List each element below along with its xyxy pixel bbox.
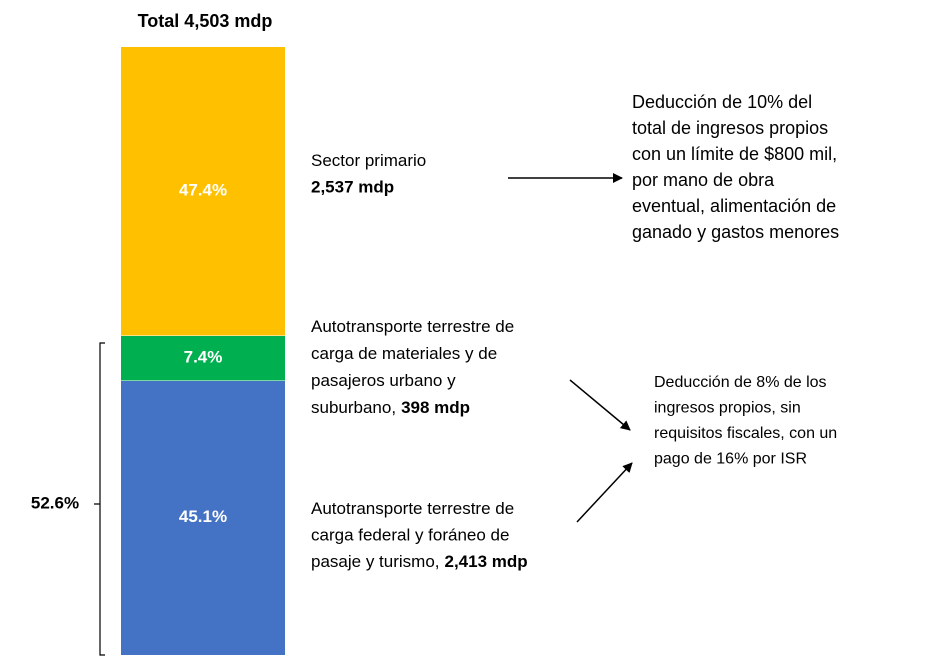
arrow — [569, 379, 631, 431]
note-line: ingresos propios, sin — [654, 400, 801, 417]
note: Deducción de 8% de los ingresos propios, … — [654, 374, 837, 468]
note-line: por mano de obra — [632, 170, 775, 190]
note-line: Deducción de 10% del — [632, 92, 812, 112]
value-label: 7.4% — [184, 347, 223, 366]
bar-segment — [121, 335, 285, 381]
value-label: 47.4% — [179, 181, 227, 200]
annotation-text: carga federal y foráneo de — [311, 526, 509, 545]
bar-segment — [121, 380, 285, 655]
annotation-amount: 398 mdp — [401, 398, 470, 417]
annotation-line: suburbano, — [311, 398, 396, 417]
annotation-line: pasaje y turismo, — [311, 552, 440, 571]
note-line: eventual, alimentación de — [632, 196, 836, 216]
bar-segment — [121, 47, 285, 336]
annotation-amount: 2,413 mdp — [445, 552, 528, 571]
annotation-text: Autotransporte terrestre de — [311, 317, 514, 336]
bracket — [94, 342, 105, 656]
note-line: total de ingresos propios — [632, 118, 828, 138]
annotation-line: carga federal y foráneo de — [311, 526, 509, 545]
annotation-amount: 2,537 mdp — [311, 177, 394, 196]
annotation-line: Autotransporte terrestre de — [311, 499, 514, 518]
annotation-text: pasajeros urbano y — [311, 371, 456, 390]
annotation-line: Autotransporte terrestre de — [311, 317, 514, 336]
annotation-line: carga de materiales y de — [311, 344, 497, 363]
note: Deducción de 10% del total de ingresos pr… — [632, 92, 839, 242]
annotation: Autotransporte terrestre de carga de mate… — [311, 317, 514, 417]
chart-title: Total 4,503 mdp — [138, 11, 273, 31]
annotation-line: Sector primario — [311, 151, 426, 170]
annotation-text: Autotransporte terrestre de — [311, 499, 514, 518]
arrow — [576, 462, 633, 523]
note-line: pago de 16% por ISR — [654, 451, 807, 468]
annotation-text: Sector primario — [311, 151, 426, 170]
annotation-text: suburbano, 398 mdp — [311, 398, 470, 417]
annotation: Autotransporte terrestre de carga federal… — [311, 499, 528, 571]
value-label: 45.1% — [179, 507, 227, 526]
annotation-text: pasaje y turismo, 2,413 mdp — [311, 552, 528, 571]
annotation-line: pasajeros urbano y — [311, 371, 456, 390]
note-line: Deducción de 8% de los — [654, 374, 827, 391]
note-line: con un límite de $800 mil, — [632, 144, 837, 164]
annotation-text: carga de materiales y de — [311, 344, 497, 363]
annotation: Sector primario 2,537 mdp — [311, 151, 426, 196]
bracket-label: 52.6% — [31, 493, 79, 512]
note-line: requisitos fiscales, con un — [654, 425, 837, 442]
note-line: ganado y gastos menores — [632, 222, 839, 242]
